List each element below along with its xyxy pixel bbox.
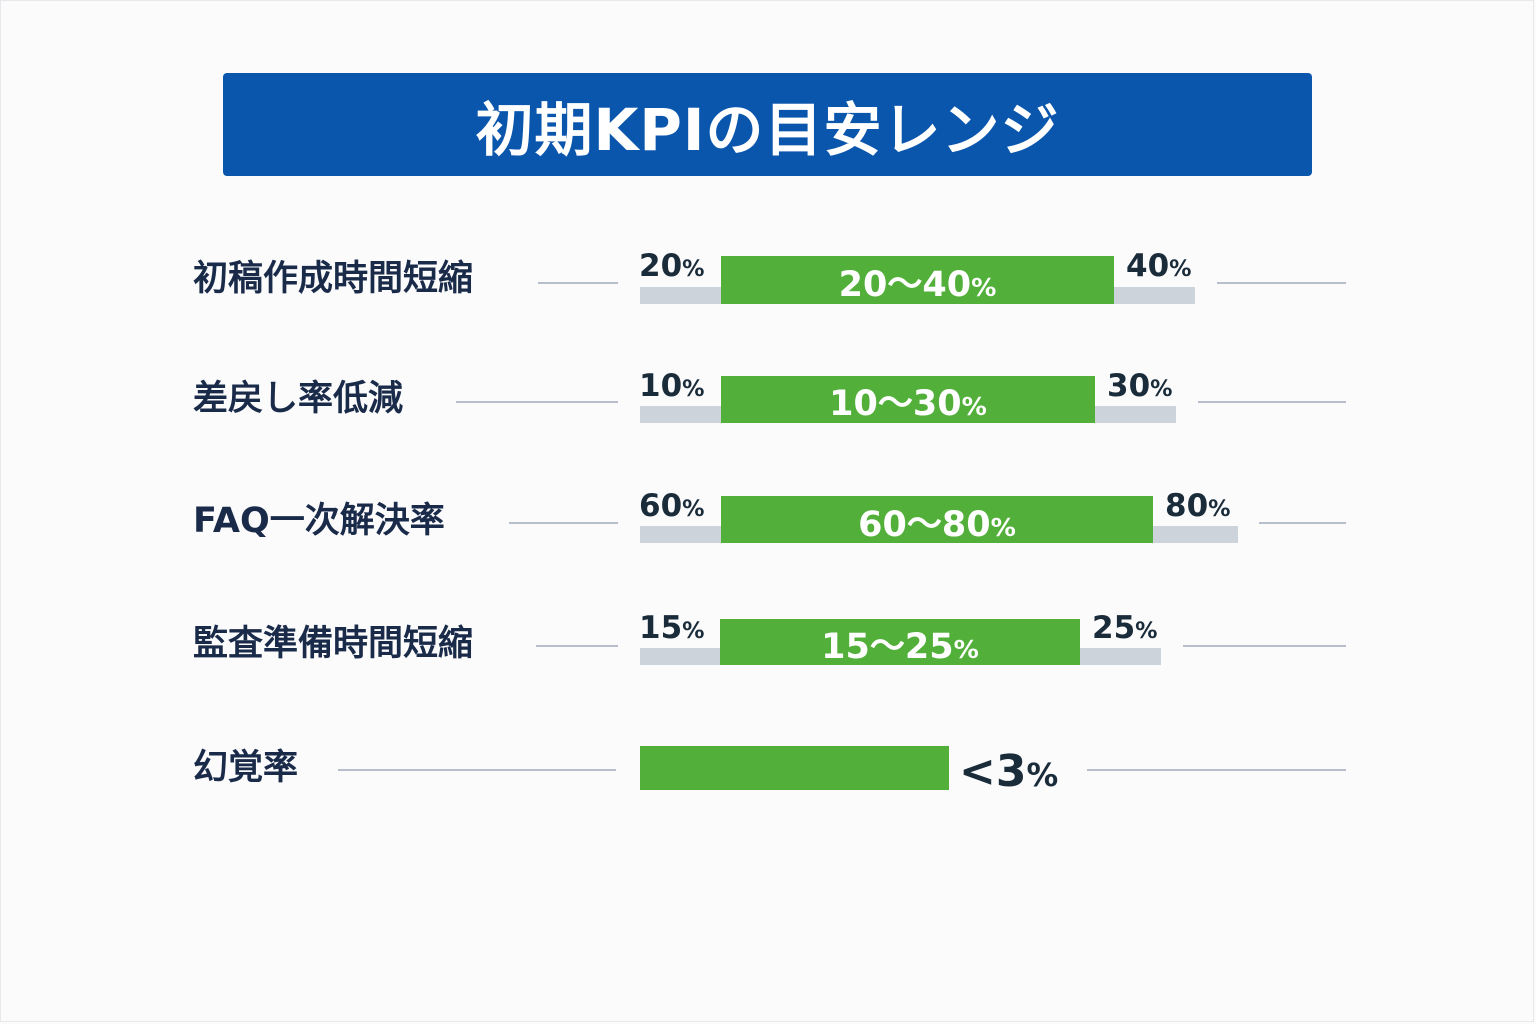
row-4-high-label: 25% [1092, 610, 1158, 646]
row-2-high-label: 30% [1107, 368, 1173, 404]
row-2-low-label: 10% [639, 368, 705, 404]
row-1-range-bar [721, 256, 1114, 304]
row-3-low-label: 60% [639, 488, 705, 524]
row-1-range-label: 20〜40% [839, 265, 997, 305]
row-4-range-label: 15〜25% [821, 627, 979, 667]
row-5-bar [640, 746, 949, 790]
row-4-low-label: 15% [639, 610, 705, 646]
row-5-max-label: <3% [959, 746, 1058, 797]
row-3-range-bar [721, 496, 1153, 543]
row-4-range-bar [720, 619, 1080, 665]
row-3-label: FAQ一次解決率 [193, 501, 445, 541]
row-2-range-label: 10〜30% [829, 384, 987, 424]
row-1-low-label: 20% [639, 248, 705, 284]
row-2-range-bar [721, 376, 1095, 423]
row-3-high-label: 80% [1165, 488, 1231, 524]
chart-title: 初期KPIの目安レンジ [475, 95, 1060, 164]
row-2-label: 差戻し率低減 [193, 379, 403, 419]
row-5-label: 幻覚率 [193, 748, 298, 788]
row-1-high-label: 40% [1126, 248, 1192, 284]
row-3-range-label: 60〜80% [858, 505, 1016, 545]
row-4-label: 監査準備時間短縮 [193, 624, 473, 664]
title-banner: 初期KPIの目安レンジ [223, 73, 1312, 176]
row-1-label: 初稿作成時間短縮 [193, 259, 473, 299]
